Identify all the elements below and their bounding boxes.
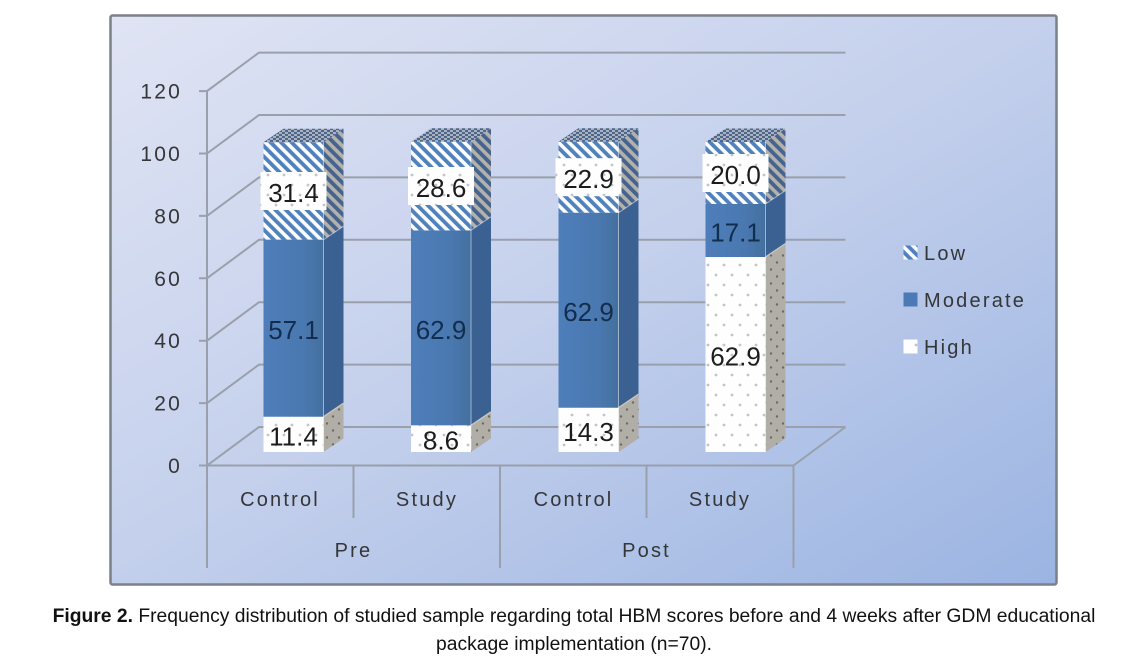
svg-text:0: 0 [168, 455, 182, 478]
svg-text:Post: Post [622, 540, 671, 562]
svg-text:High: High [924, 337, 974, 359]
svg-text:28.6: 28.6 [416, 173, 467, 203]
svg-text:62.9: 62.9 [710, 342, 761, 372]
svg-text:Study: Study [689, 489, 751, 511]
svg-text:11.4: 11.4 [269, 421, 318, 451]
svg-text:20: 20 [154, 393, 182, 416]
svg-text:8.6: 8.6 [423, 426, 459, 456]
svg-text:Control: Control [240, 489, 320, 511]
svg-text:22.9: 22.9 [563, 164, 614, 194]
svg-text:Low: Low [924, 243, 967, 265]
svg-text:100: 100 [140, 143, 182, 166]
svg-text:120: 120 [140, 81, 182, 104]
svg-text:Moderate: Moderate [924, 290, 1026, 312]
svg-text:Pre: Pre [335, 540, 373, 562]
svg-text:80: 80 [154, 205, 182, 228]
svg-text:40: 40 [154, 330, 182, 353]
svg-text:14.3: 14.3 [563, 417, 614, 447]
svg-text:60: 60 [154, 268, 182, 291]
svg-text:57.1: 57.1 [268, 315, 319, 345]
svg-text:62.9: 62.9 [563, 297, 614, 327]
svg-text:31.4: 31.4 [268, 178, 319, 208]
svg-text:62.9: 62.9 [416, 315, 467, 345]
svg-text:17.1: 17.1 [710, 218, 761, 248]
svg-text:Control: Control [534, 489, 614, 511]
svg-text:20.0: 20.0 [710, 160, 761, 190]
svg-text:Study: Study [396, 489, 458, 511]
